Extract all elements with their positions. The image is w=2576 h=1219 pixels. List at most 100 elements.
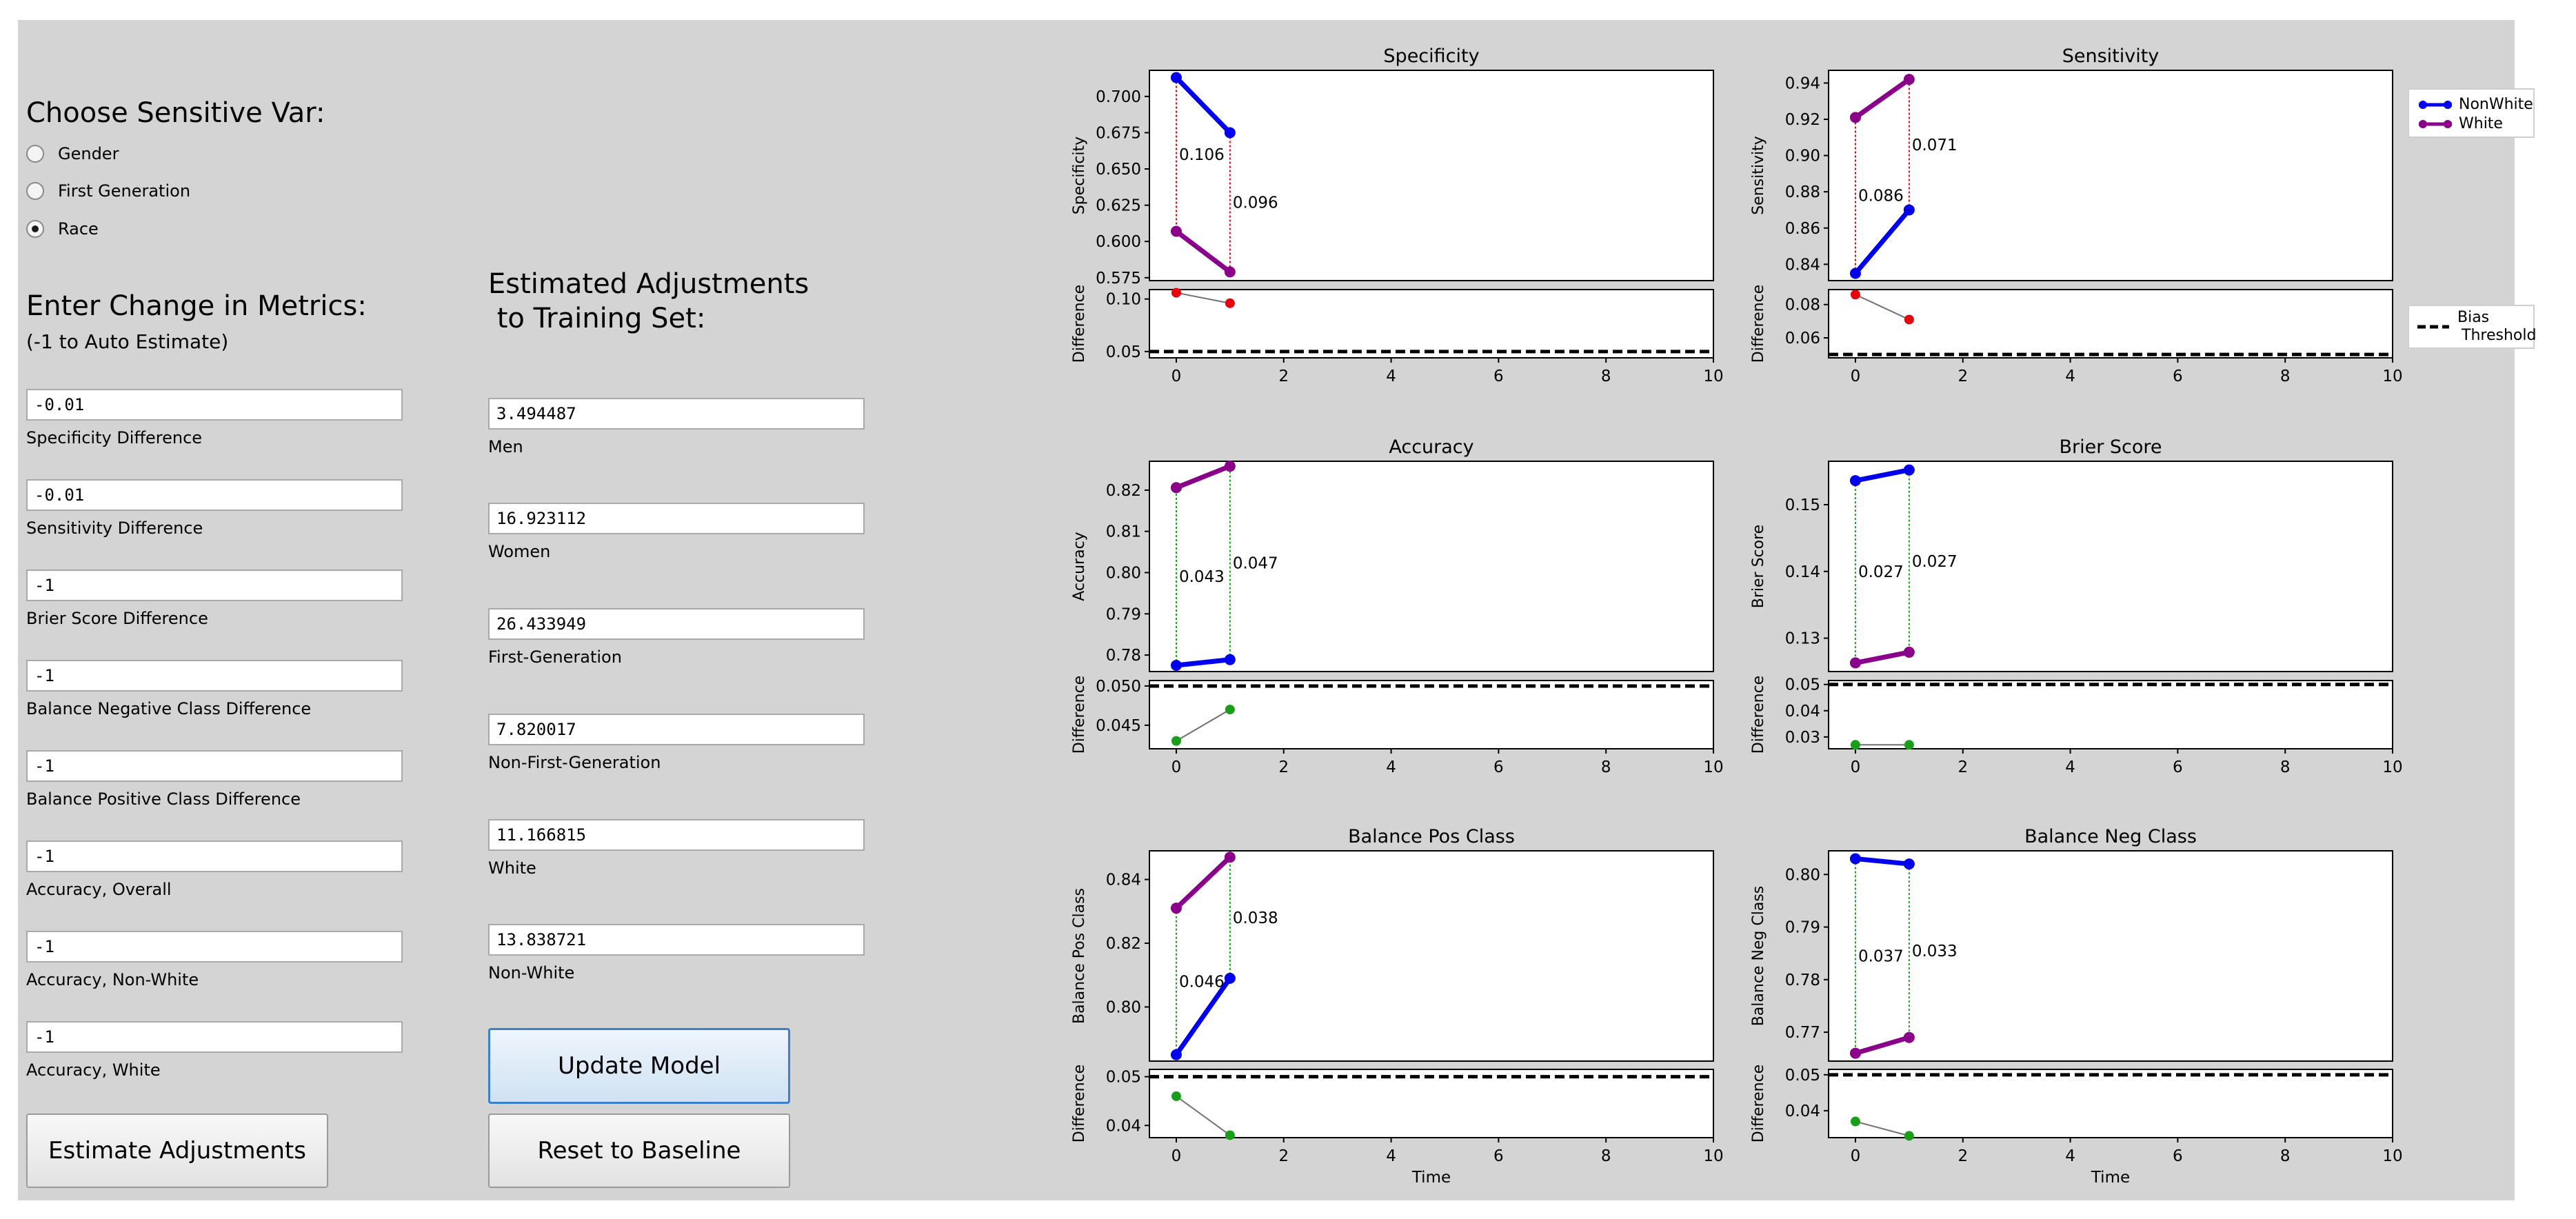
chart-6-difference-point [1904,1131,1914,1141]
chart-5-plot-area [1149,850,1714,1062]
chart-5-series-nonwhite-line [1174,976,1232,1056]
chart-1-series-nonwhite-line [1174,76,1232,134]
white-adjustment-label: White [488,858,536,878]
radio-first-generation[interactable]: First Generation [26,177,190,205]
chart-1-ylabel: Specificity [1071,137,1088,214]
chart-4-diff-ylabel: Difference [1750,676,1767,754]
chart-3-xtick-label: 8 [1601,758,1611,776]
non-first-generation-adjustment-input[interactable] [488,714,865,745]
chart-1-ytick-label: 0.650 [1096,161,1141,179]
chart-3-xtick-label: 0 [1171,758,1182,776]
chart-1-ytick-label: 0.675 [1096,124,1141,142]
reset-to-baseline-button[interactable]: Reset to Baseline [488,1114,790,1188]
brier-score-difference-input[interactable] [26,570,403,601]
chart-2-difference-line [1855,294,1910,321]
men-adjustment-input[interactable] [488,398,865,430]
first-generation-adjustment-input[interactable] [488,608,865,640]
accuracy-overall-label: Accuracy, Overall [26,880,172,899]
accuracy-overall-input[interactable] [26,840,403,872]
chart-1-ytick-label: 0.600 [1096,233,1141,251]
chart-4-xtick-label: 10 [2382,758,2402,776]
radio-indicator[interactable] [26,220,44,238]
chart-5-ylabel: Balance Pos Class [1071,888,1088,1024]
chart-6-ylabel: Balance Neg Class [1750,886,1767,1027]
chart-3-ylabel: Accuracy [1071,532,1088,601]
chart-5-diff-ylabel: Difference [1071,1065,1088,1142]
chart-2-series-white-point [1849,112,1861,123]
estimate-adjustments-button[interactable]: Estimate Adjustments [26,1114,328,1188]
update-model-button[interactable]: Update Model [488,1028,790,1104]
chart-2-xtick-label: 2 [1958,367,1968,385]
chart-5-series-white-point [1224,852,1236,863]
chart-6-ytick-label: 0.80 [1785,866,1820,884]
chart-2-xtick-label: 4 [2065,367,2075,385]
chart-4-ytick-label: 0.14 [1785,563,1820,581]
chart-1-series-nonwhite-point [1170,72,1182,83]
accuracy-non-white-input[interactable] [26,931,403,963]
chart-5-series-white-point [1170,903,1182,914]
radio-gender[interactable]: Gender [26,140,119,168]
chart-6-series-nonwhite-point [1903,858,1915,870]
specificity-difference-input[interactable] [26,389,403,421]
chart-3-diff-ylabel: Difference [1071,676,1088,754]
radio-race[interactable]: Race [26,215,99,243]
chart-1-xtick-label: 6 [1493,367,1504,385]
chart-5-difference-point [1225,1130,1235,1140]
chart-3-ytick-label: 0.81 [1106,523,1141,541]
chart-1-title: Specificity [1383,46,1479,67]
chart-3-series-nonwhite-line [1176,657,1231,668]
balance-negative-class-difference-input[interactable] [26,660,403,692]
threshold-legend: Bias Threshold [2408,305,2537,349]
accuracy-white-input[interactable] [26,1021,403,1053]
chart-6-difference-area [1828,1069,2393,1138]
women-adjustment-input[interactable] [488,503,865,534]
chart-2-ytick-label: 0.88 [1785,183,1820,201]
chart-4-xtick-label: 8 [2280,758,2291,776]
chart-2-xtick-label: 6 [2173,367,2183,385]
chart-1-difference-point [1225,298,1235,308]
radio-indicator[interactable] [26,182,44,200]
chart-4-xtick-label: 4 [2065,758,2075,776]
chart-5-xtick-label: 0 [1171,1147,1182,1165]
chart-6-diff-ylabel: Difference [1750,1065,1767,1142]
chart-5-ytick-label: 0.82 [1106,935,1141,953]
chart-4-diff-ytick-label: 0.04 [1785,703,1820,721]
chart-6-series-white-point [1849,1047,1861,1059]
chart-2-diff-ytick-label: 0.06 [1785,330,1820,347]
chart-2-xtick-label: 0 [1851,367,1861,385]
non-white-adjustment-input[interactable] [488,924,865,956]
chart-4-xtick-label: 6 [2173,758,2183,776]
chart-4-diff-ytick-label: 0.05 [1785,676,1820,694]
accuracy-non-white-label: Accuracy, Non-White [26,970,199,989]
chart-4-xtick-label: 0 [1851,758,1861,776]
radio-indicator[interactable] [26,145,44,163]
chart-6-xtick-label: 6 [2173,1147,2183,1165]
chart-2-plot-area [1828,70,2393,281]
chart-3-ytick-label: 0.79 [1106,605,1141,623]
chart-2-difference-point [1850,290,1860,300]
metrics-title: Enter Change in Metrics: [26,290,367,322]
balance-positive-class-difference-input[interactable] [26,750,403,782]
non-white-adjustment-label: Non-White [488,963,575,983]
chart-1-ytick-label: 0.625 [1096,197,1141,215]
chart-4-series-white-line [1855,649,1910,665]
radio-label: Race [58,219,99,239]
accuracy-white-label: Accuracy, White [26,1060,161,1080]
balance-positive-class-difference-label: Balance Positive Class Difference [26,789,301,809]
chart-6-ytick-label: 0.79 [1785,919,1820,937]
non-first-generation-adjustment-label: Non-First-Generation [488,753,661,772]
legend-threshold-line2: Threshold [2462,327,2537,344]
sensitivity-difference-input[interactable] [26,479,403,511]
chart-2-series-nonwhite-point [1903,204,1915,216]
adjustments-title-line2: to Training Set: [488,303,706,334]
chart-4-series-nonwhite-point [1903,464,1915,476]
chart-3-plot-area [1149,461,1714,672]
sensitivity-difference-label: Sensitivity Difference [26,518,203,538]
chart-3-series-white-point [1224,461,1236,472]
white-adjustment-input[interactable] [488,819,865,851]
chart-6-xlabel: Time [2091,1169,2130,1187]
charts-area: Specificity 0.575 0.600 0.625 0.650 0.675 0.70… [1071,46,2403,1187]
women-adjustment-label: Women [488,542,551,561]
chart-1-diff-ytick-label: 0.10 [1106,291,1141,309]
chart-2-title: Sensitivity [2062,46,2160,67]
